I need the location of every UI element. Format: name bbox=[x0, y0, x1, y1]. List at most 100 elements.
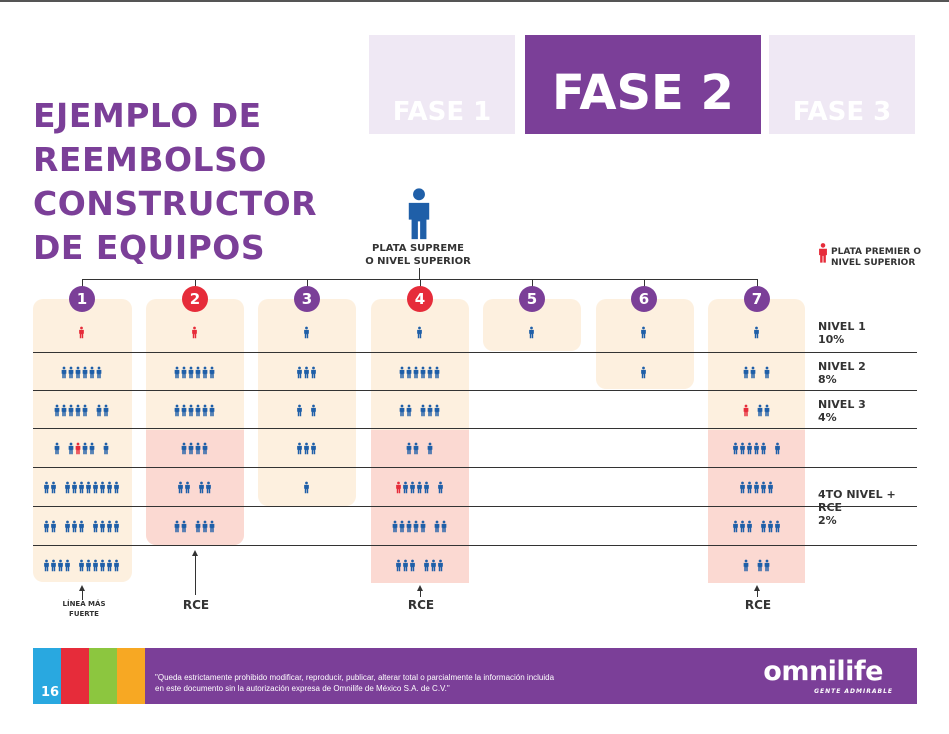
footer-color-block-green bbox=[89, 648, 117, 704]
tab-fase-1: FASE 1 bbox=[369, 35, 515, 134]
column-badge-6: 6 bbox=[631, 286, 657, 312]
blue-person-icon bbox=[406, 366, 412, 379]
blue-person-icon bbox=[195, 366, 201, 379]
people-group bbox=[44, 476, 121, 496]
blue-person-icon bbox=[304, 326, 309, 339]
people-group bbox=[297, 399, 318, 419]
row-separator bbox=[33, 352, 917, 353]
people-group bbox=[406, 437, 434, 457]
connector-trunk bbox=[419, 268, 420, 280]
people-group bbox=[733, 515, 782, 535]
blue-person-icon bbox=[103, 404, 109, 417]
blue-person-icon bbox=[199, 481, 204, 494]
connector-col-6 bbox=[644, 279, 645, 287]
connector-col-2 bbox=[195, 279, 196, 287]
blue-person-icon bbox=[754, 442, 759, 455]
arrow-rce-2 bbox=[192, 550, 198, 595]
column-badge-2: 2 bbox=[182, 286, 208, 312]
blue-person-icon bbox=[181, 366, 187, 379]
red-person-icon bbox=[192, 326, 197, 339]
people-group bbox=[192, 321, 199, 341]
blue-person-icon bbox=[775, 520, 780, 533]
blue-person-icon bbox=[427, 366, 433, 379]
blue-person-icon bbox=[107, 481, 112, 494]
disclaimer: "Queda estrictamente prohibido modificar… bbox=[155, 673, 555, 693]
blue-person-icon bbox=[181, 404, 187, 417]
level-3-label: NIVEL 3 4% bbox=[818, 398, 866, 424]
blue-person-icon bbox=[100, 520, 105, 533]
blue-person-icon bbox=[174, 404, 180, 417]
tab-fase-2: FASE 2 bbox=[525, 35, 761, 134]
footer-color-block-red bbox=[61, 648, 89, 704]
blue-person-icon bbox=[406, 442, 412, 455]
blue-person-icon bbox=[304, 481, 309, 494]
people-group bbox=[297, 437, 318, 457]
blue-person-icon bbox=[410, 559, 415, 572]
blue-person-icon bbox=[178, 481, 183, 494]
legend-label: PLATA PREMIER O NIVEL SUPERIOR bbox=[831, 247, 921, 268]
people-group bbox=[417, 321, 424, 341]
blue-person-icon bbox=[68, 366, 74, 379]
omnilife-logo: omnilife bbox=[763, 656, 883, 687]
blue-person-icon bbox=[754, 481, 759, 494]
column-badge-1: 1 bbox=[69, 286, 95, 312]
blue-person-icon bbox=[641, 366, 646, 379]
connector-bus bbox=[82, 279, 757, 280]
people-group bbox=[399, 361, 441, 381]
blue-person-icon bbox=[82, 366, 88, 379]
blue-person-icon bbox=[93, 520, 98, 533]
blue-person-icon bbox=[740, 520, 745, 533]
blue-person-icon bbox=[417, 481, 422, 494]
people-group bbox=[54, 399, 110, 419]
blue-person-icon bbox=[424, 559, 429, 572]
blue-person-icon bbox=[206, 481, 211, 494]
blue-person-icon bbox=[209, 404, 215, 417]
rce-band-column-2 bbox=[146, 430, 244, 545]
people-group bbox=[641, 361, 648, 381]
blue-person-icon bbox=[107, 559, 112, 572]
people-group bbox=[44, 554, 121, 574]
connector-col-1 bbox=[82, 279, 83, 287]
people-group bbox=[529, 321, 536, 341]
footer-color-block-cyan: 16 bbox=[33, 648, 61, 704]
blue-person-icon bbox=[72, 520, 77, 533]
blue-person-icon bbox=[82, 442, 88, 455]
blue-person-icon bbox=[96, 366, 102, 379]
blue-person-icon bbox=[75, 366, 81, 379]
blue-person-icon bbox=[747, 520, 752, 533]
plata-supreme-person-icon bbox=[408, 188, 430, 240]
blue-person-icon bbox=[417, 326, 422, 339]
people-group bbox=[304, 321, 311, 341]
blue-person-icon bbox=[413, 366, 419, 379]
blue-person-icon bbox=[195, 404, 201, 417]
blue-person-icon bbox=[82, 404, 88, 417]
blue-person-icon bbox=[740, 442, 745, 455]
blue-person-icon bbox=[61, 404, 67, 417]
blue-person-icon bbox=[114, 481, 119, 494]
people-group bbox=[181, 437, 209, 457]
blue-person-icon bbox=[297, 442, 302, 455]
blue-person-icon bbox=[764, 559, 770, 572]
blue-person-icon bbox=[72, 481, 77, 494]
blue-person-icon bbox=[424, 481, 429, 494]
blue-person-icon bbox=[93, 481, 98, 494]
blue-person-icon bbox=[434, 520, 440, 533]
connector-col-7 bbox=[757, 279, 758, 287]
people-group bbox=[641, 321, 648, 341]
people-group bbox=[174, 515, 216, 535]
blue-person-icon bbox=[775, 442, 780, 455]
people-group bbox=[754, 321, 761, 341]
title-line: REEMBOLSO bbox=[33, 140, 267, 179]
blue-person-icon bbox=[641, 326, 646, 339]
blue-person-icon bbox=[103, 442, 109, 455]
column-badge-7: 7 bbox=[744, 286, 770, 312]
page-title: EJEMPLO DE REEMBOLSO CONSTRUCTOR DE EQUI… bbox=[33, 94, 317, 270]
connector-col-5 bbox=[532, 279, 533, 287]
blue-person-icon bbox=[107, 520, 112, 533]
people-group bbox=[297, 361, 318, 381]
people-group bbox=[743, 554, 771, 574]
row-separator bbox=[33, 390, 917, 391]
blue-person-icon bbox=[768, 520, 773, 533]
blue-person-icon bbox=[297, 404, 302, 417]
title-line: DE EQUIPOS bbox=[33, 228, 266, 267]
